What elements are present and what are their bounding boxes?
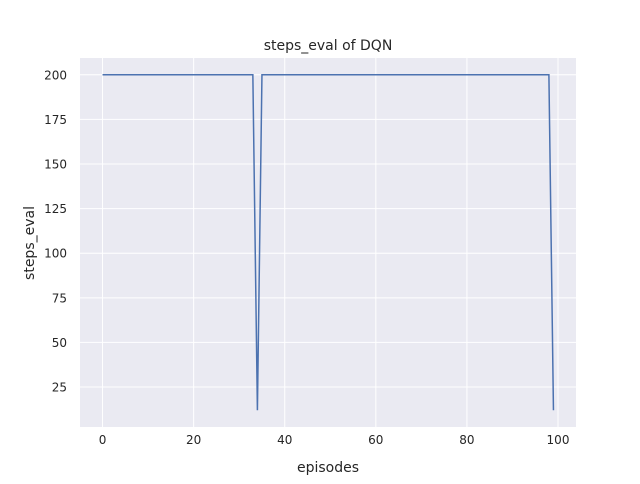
x-tick-label: 20 [186,433,201,447]
y-axis-label: steps_eval [22,206,38,280]
y-tick-label: 200 [44,68,67,82]
x-tick-label: 80 [459,433,474,447]
plot-area [80,58,576,427]
x-axis-label: episodes [297,460,359,476]
y-tick-label: 50 [52,336,67,350]
y-tick-label: 150 [44,157,67,171]
y-tick-label: 100 [44,247,67,261]
series-line [102,74,555,411]
y-tick-label: 175 [44,113,67,127]
x-tick-label: 60 [368,433,383,447]
y-tick-label: 75 [52,291,67,305]
chart-title: steps_eval of DQN [264,38,393,54]
y-tick-label: 125 [44,202,67,216]
x-tick-label: 0 [99,433,107,447]
y-tick-label: 25 [52,381,67,395]
x-tick-label: 40 [277,433,292,447]
x-tick-label: 100 [547,433,570,447]
